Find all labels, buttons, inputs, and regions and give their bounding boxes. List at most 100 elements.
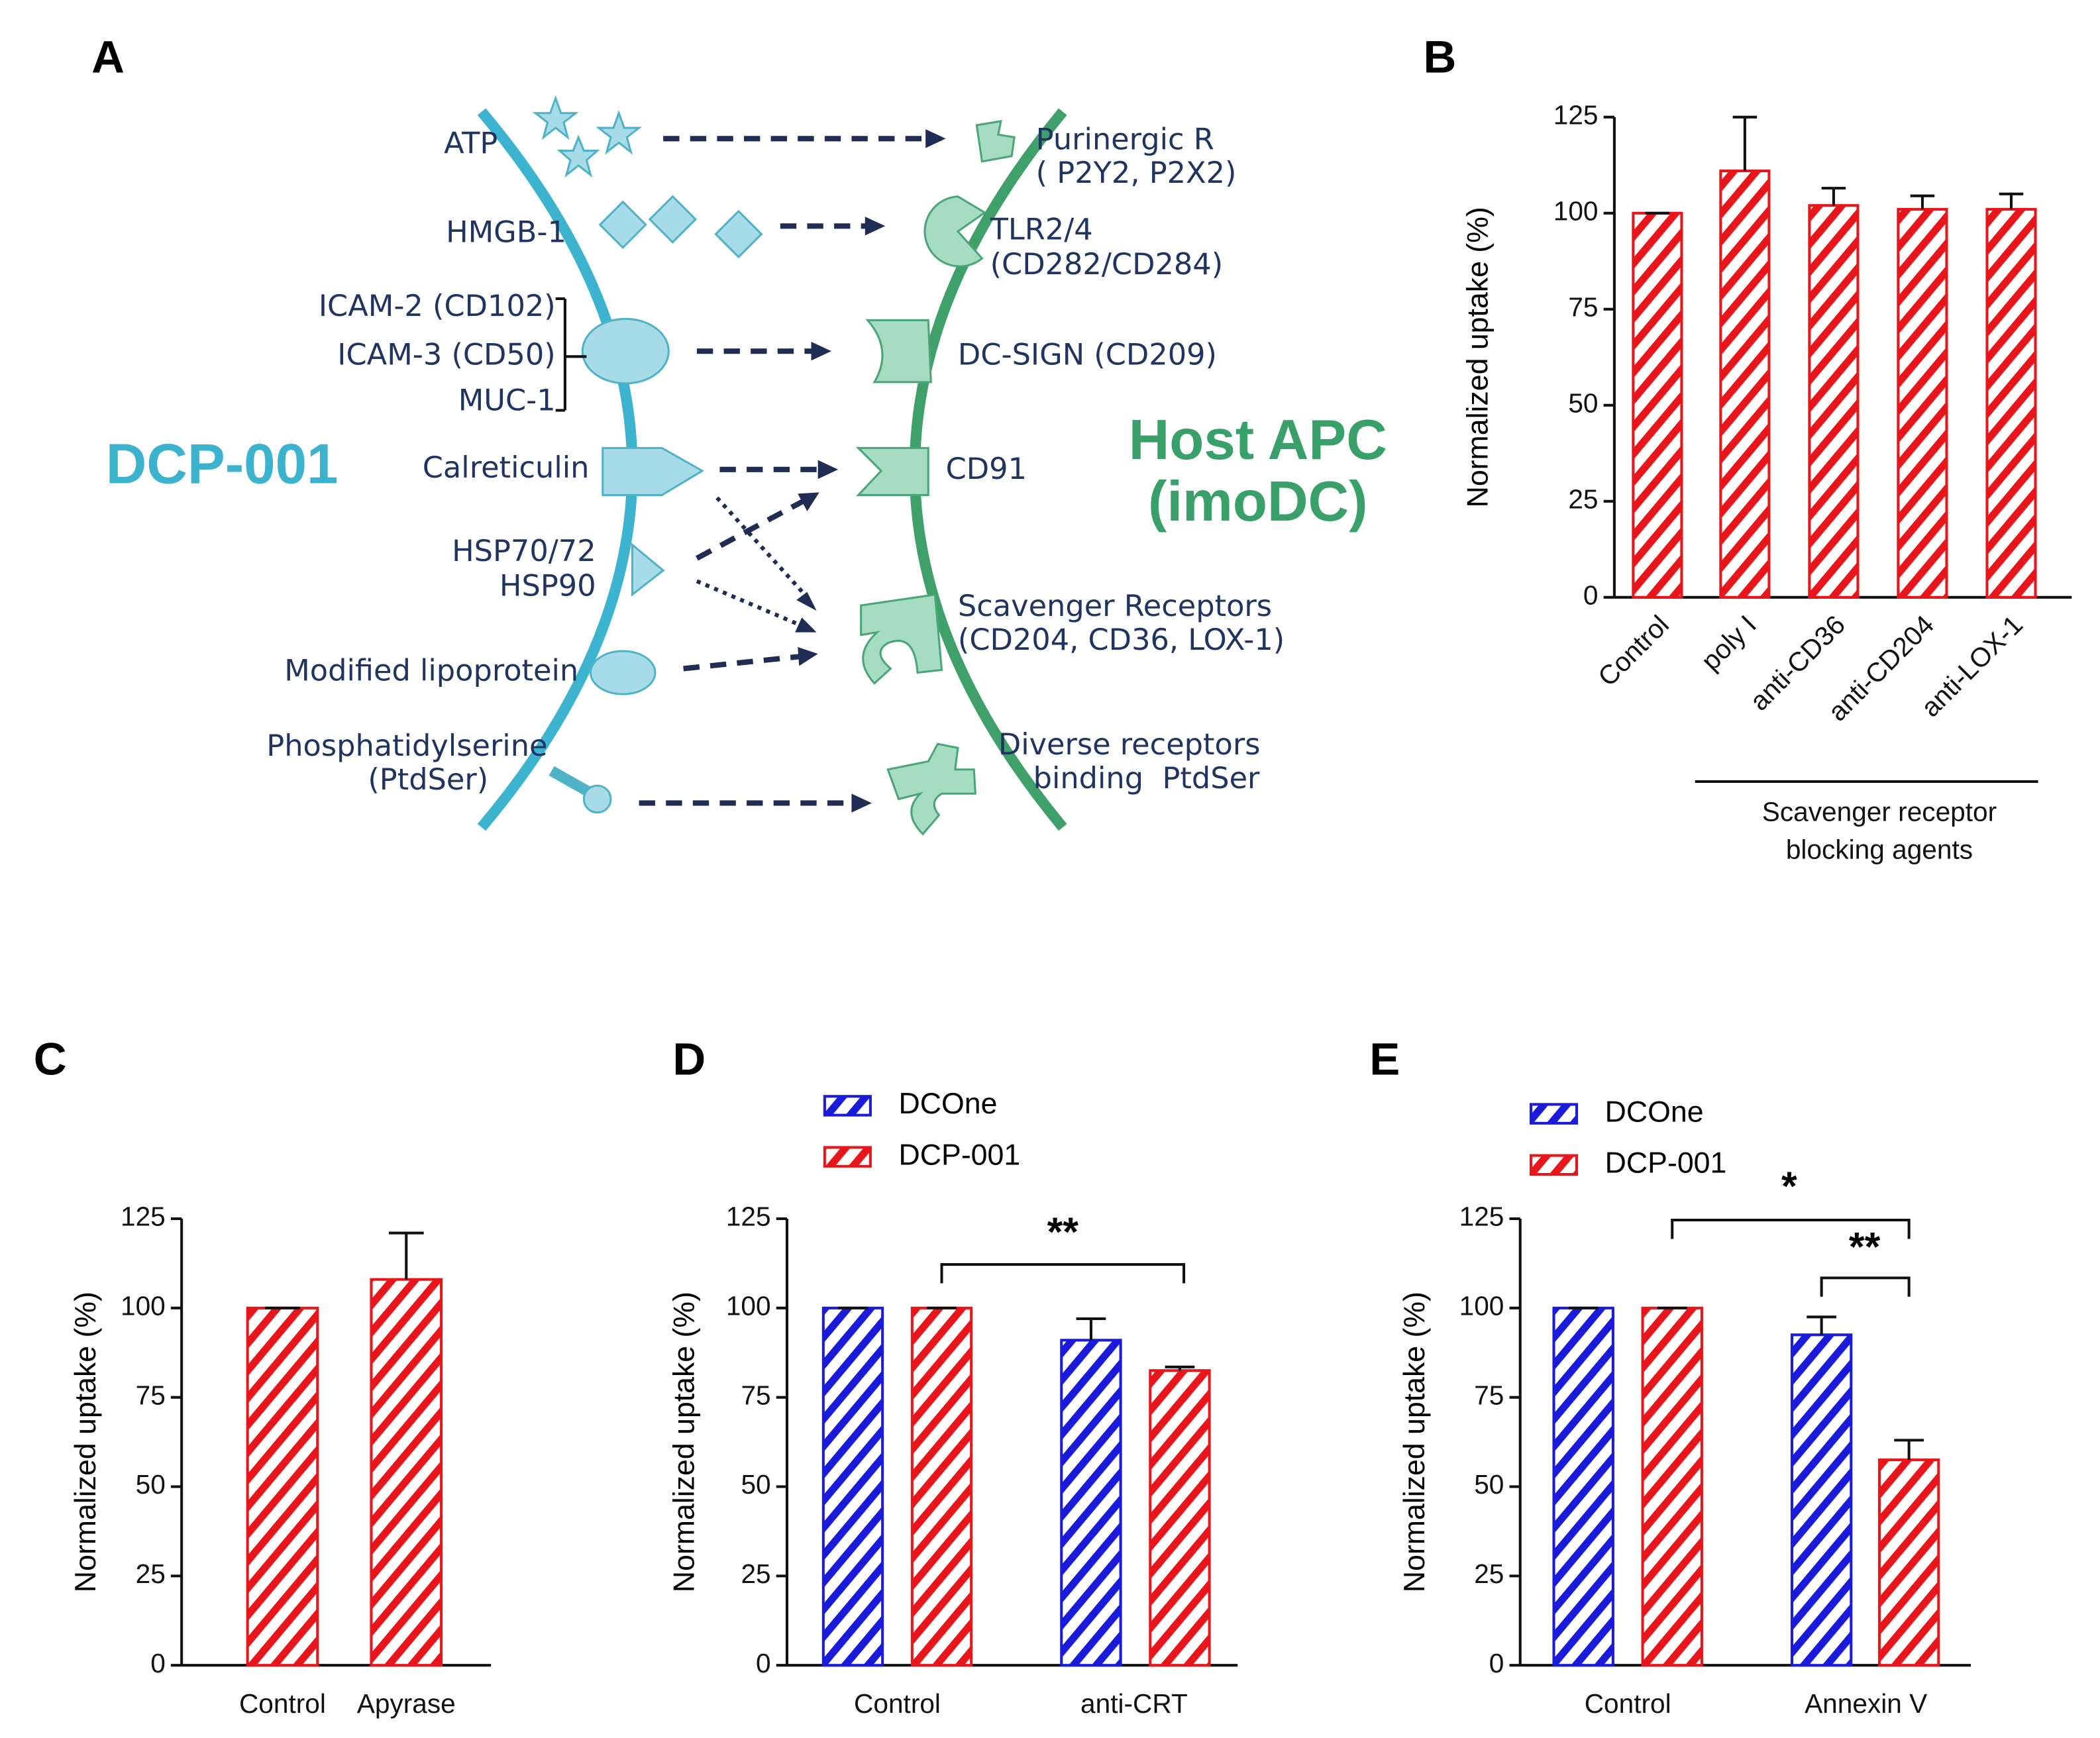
error-bar [1894,1439,1924,1460]
y-axis-label: Normalized uptake (%) [1398,1292,1431,1592]
panel-label: E [1369,1033,1400,1085]
y-tick-label: 25 [1568,484,1598,515]
panel-label: A [91,31,125,83]
y-tick-label: 25 [741,1559,770,1589]
receptor-label: (CD204, CD36, LOX-1) [958,623,1285,657]
y-axis-label: Normalized uptake (%) [1462,207,1495,507]
y-tick-label: 0 [1489,1648,1504,1678]
receptor-label: Purinergic R [1036,122,1214,156]
receptor-label: CD91 [946,452,1027,486]
left-title: DCP-001 [106,433,339,495]
error-bar [1732,115,1758,172]
significance-bracket [1820,1276,1911,1297]
y-axis-label: Normalized uptake (%) [70,1292,102,1592]
group-label: Scavenger receptor [1762,796,1997,827]
error-bar [388,1231,424,1280]
receptor-label: Diverse receptors [998,727,1261,762]
y-tick-label: 75 [1568,292,1598,323]
y-tick-label: 0 [1583,580,1599,611]
ligand-label: MUC-1 [458,383,556,417]
triangle [631,542,665,597]
bar [1897,207,1948,599]
y-tick-label: 100 [1459,1291,1504,1321]
receptor [886,742,976,836]
significance-label: ** [1047,1209,1079,1254]
bar [370,1278,443,1667]
legend-swatch [1529,1103,1579,1125]
error-bar [1821,187,1846,206]
x-tick-label: Control [1585,1688,1671,1719]
ligand-label: Modified lipoprotein [284,654,578,688]
error-bar [1999,192,2024,210]
y-tick-label: 0 [756,1648,771,1678]
x-tick-label: Control [239,1688,326,1719]
bar [1060,1339,1122,1667]
legend-swatch [823,1146,872,1168]
y-tick-label: 125 [726,1201,771,1232]
diamond [648,195,698,244]
bar [1790,1333,1853,1667]
receptor-label: DC-SIGN (CD209) [958,337,1217,372]
legend-label: DCOne [899,1088,998,1120]
legend-swatch [1529,1154,1579,1176]
y-tick-label: 50 [741,1469,770,1500]
y-tick-label: 50 [136,1469,166,1500]
ellipse [581,317,670,385]
panel-a-shapes [477,95,1067,836]
arrow [696,497,806,561]
receptor [975,120,1016,163]
star [556,134,600,178]
x-tick-label: Annexin V [1805,1688,1927,1719]
bar [246,1306,319,1667]
receptor-label: binding PtdSer [1033,761,1260,795]
receptor [860,593,943,685]
arrow [715,496,809,599]
ligand-label: ICAM-3 (CD50) [337,337,555,372]
receptor-label: (CD282/CD284) [990,247,1224,281]
bar [1985,207,2037,599]
bar [1552,1306,1614,1667]
panel-label: B [1424,31,1457,83]
y-tick-label: 25 [136,1559,166,1589]
ellipse [589,650,656,695]
y-tick-label: 125 [121,1201,166,1232]
receptor [923,195,987,268]
y-axis-label: Normalized uptake (%) [668,1292,700,1592]
y-tick-label: 100 [1553,196,1599,227]
receptor [865,319,932,383]
bar [1808,204,1860,599]
ligand-label: ATP [444,126,498,160]
significance-label: * [1781,1163,1797,1208]
error-bar [1076,1317,1106,1341]
bar [910,1306,973,1667]
error-bar [1807,1315,1836,1335]
significance-label: ** [1849,1224,1881,1269]
ligand-label: HSP70/72 [452,534,596,568]
error-bar [1165,1365,1195,1371]
bar [821,1306,884,1667]
group-label: blocking agents [1786,834,1973,864]
y-tick-label: 125 [1553,100,1599,130]
panel-label: C [34,1033,67,1085]
panel-label: D [672,1033,706,1085]
x-tick-label: Control [1592,609,1675,692]
pentagon [602,446,705,496]
arrow [683,654,801,672]
ligand-label: (PtdSer) [368,762,488,797]
head [582,784,612,814]
significance-bracket [940,1263,1186,1284]
receptor [855,446,929,496]
stalk [549,766,595,799]
y-tick-label: 0 [150,1648,166,1678]
x-tick-label: Apyrase [357,1688,456,1719]
x-tick-label: anti-CRT [1080,1688,1188,1719]
diamond [598,200,647,249]
receptor-label: ( P2Y2, P2X2) [1036,156,1237,190]
ligand-label: Calreticulin [423,450,590,485]
arrow [696,579,806,629]
x-tick-label: Control [854,1688,941,1719]
star [532,95,579,140]
y-tick-label: 50 [1568,388,1598,419]
ligand-label: Phosphatidylserine [266,729,547,763]
